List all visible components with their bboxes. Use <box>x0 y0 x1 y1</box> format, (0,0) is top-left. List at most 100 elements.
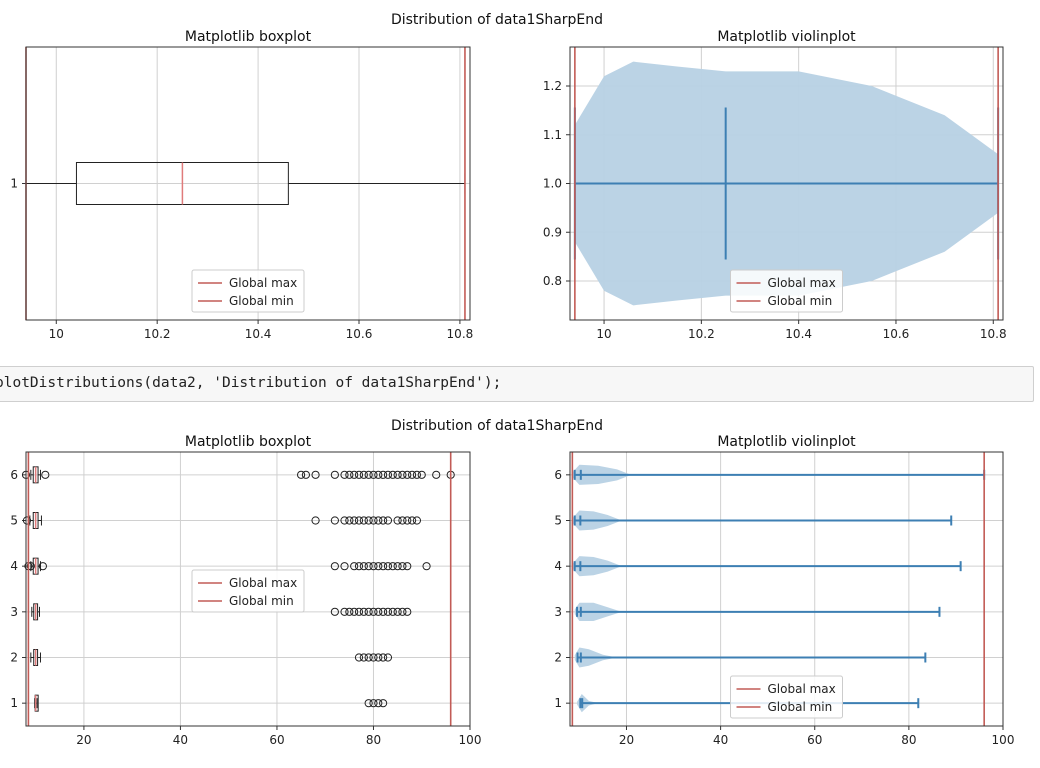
outlier-point <box>374 470 383 479</box>
outlier-point <box>398 607 407 616</box>
outlier-point <box>374 653 383 662</box>
x-tick-label: 40 <box>713 733 728 747</box>
chart-title: Matplotlib violinplot <box>717 29 856 45</box>
axes-frame <box>25 46 471 321</box>
y-tick-label: 0.9 <box>543 225 562 239</box>
outlier-point <box>374 699 383 708</box>
outlier-point <box>301 470 311 479</box>
outlier-point <box>330 562 339 571</box>
outlier-point <box>374 516 383 525</box>
y-tick-label: 3 <box>10 605 18 619</box>
outlier-point <box>374 607 383 616</box>
outlier-point <box>330 607 339 616</box>
y-tick-label: 1 <box>10 696 18 710</box>
y-tick-label: 4 <box>10 559 18 573</box>
outlier-point <box>369 562 378 571</box>
legend-label: Global max <box>768 682 836 696</box>
outlier-point <box>359 607 368 616</box>
outlier-point <box>296 470 306 479</box>
legend: Global max Global min <box>191 569 305 613</box>
legend-label: Global min <box>768 700 833 714</box>
outlier-point <box>340 516 349 525</box>
legend: Global max Global min <box>730 269 843 313</box>
outlier-point <box>38 562 47 571</box>
outlier-point <box>403 607 412 616</box>
outlier-point <box>311 516 320 525</box>
outlier-point <box>330 470 339 479</box>
outlier-point <box>350 562 359 571</box>
chart-title: Matplotlib boxplot <box>185 434 312 450</box>
chart-panel-3: Matplotlib violinplot 20 40 60 80 100 1 2 3 4 5 6 Gl… <box>554 434 1014 747</box>
chart-panel-1: Matplotlib violinplot 10 10.2 10.4 10.6 10.8 0… <box>543 29 1007 341</box>
x-tick-label: 10.2 <box>144 327 171 341</box>
outlier-point <box>412 470 422 479</box>
x-tick-label: 100 <box>459 733 482 747</box>
x-tick-label: 10.4 <box>785 327 812 341</box>
outlier-point <box>340 470 349 479</box>
legend: Global max Global min <box>191 269 305 313</box>
outlier-point <box>364 653 373 662</box>
y-tick-label: 6 <box>10 468 18 482</box>
outlier-point <box>403 470 412 479</box>
x-tick-label: 60 <box>807 733 822 747</box>
y-tick-label: 3 <box>554 605 562 619</box>
outlier-point <box>393 516 402 525</box>
outlier-point <box>393 562 402 571</box>
outlier-point <box>398 470 407 479</box>
y-tick-label: 5 <box>554 514 562 528</box>
outlier-point <box>383 470 393 479</box>
outlier-point <box>383 653 393 662</box>
outlier-point <box>359 470 368 479</box>
outlier-point <box>369 607 378 616</box>
chart-title: Matplotlib violinplot <box>717 434 856 450</box>
x-tick-label: 20 <box>619 733 634 747</box>
outlier-point <box>369 699 378 708</box>
axes-frame <box>569 46 1004 321</box>
chart-panel-0: Matplotlib boxplot 10 10.2 10.4 10.6 10.8 1 Glo… <box>10 29 473 341</box>
outlier-point <box>364 562 373 571</box>
outlier-point <box>393 607 402 616</box>
outlier-point <box>345 607 354 616</box>
outlier-point <box>345 516 354 525</box>
outlier-point <box>354 562 364 571</box>
code-cell[interactable]: plotDistributions(data2, 'Distribution o… <box>0 366 1034 402</box>
axes-frame <box>569 451 1004 727</box>
outlier-point <box>403 516 412 525</box>
axes-frame <box>25 451 471 727</box>
x-tick-label: 100 <box>992 733 1015 747</box>
outlier-point <box>364 607 373 616</box>
outlier-point <box>359 562 368 571</box>
figure-title-top: Distribution of data1SharpEnd <box>391 12 603 28</box>
legend-label: Global min <box>768 294 833 308</box>
outlier-point <box>345 470 354 479</box>
x-tick-label: 10.4 <box>245 327 272 341</box>
y-tick-label: 0.8 <box>543 274 562 288</box>
x-tick-label: 10.6 <box>346 327 373 341</box>
outlier-point <box>350 607 359 616</box>
outlier-point <box>369 516 378 525</box>
outlier-point <box>359 516 368 525</box>
outlier-point <box>350 470 359 479</box>
x-tick-label: 10.8 <box>980 327 1007 341</box>
outlier-point <box>22 516 32 525</box>
x-tick-label: 80 <box>901 733 916 747</box>
outlier-point <box>374 562 383 571</box>
outlier-point <box>369 470 378 479</box>
legend-label: Global max <box>229 576 297 590</box>
x-tick-label: 10.8 <box>447 327 474 341</box>
y-tick-label: 5 <box>10 514 18 528</box>
legend: Global max Global min <box>730 675 843 719</box>
outlier-point <box>432 470 441 479</box>
outlier-point <box>422 562 431 571</box>
x-tick-label: 40 <box>173 733 188 747</box>
outlier-point <box>403 562 412 571</box>
outlier-point <box>359 653 368 662</box>
outlier-point <box>379 699 388 708</box>
outlier-point <box>379 653 388 662</box>
outlier-point <box>383 516 393 525</box>
outlier-point <box>340 607 349 616</box>
y-tick-label: 6 <box>554 468 562 482</box>
code-cell-text: plotDistributions(data2, 'Distribution o… <box>0 375 502 391</box>
outlier-point <box>354 607 364 616</box>
outlier-point <box>407 470 417 479</box>
